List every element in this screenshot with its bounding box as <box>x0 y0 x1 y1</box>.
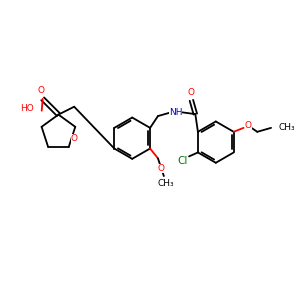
Text: O: O <box>245 122 252 130</box>
Text: NH: NH <box>169 108 182 117</box>
Text: HO: HO <box>20 104 34 113</box>
Text: O: O <box>158 164 164 173</box>
Text: O: O <box>37 86 44 95</box>
Text: CH₃: CH₃ <box>279 123 296 132</box>
Text: Cl: Cl <box>177 156 188 166</box>
Text: O: O <box>70 134 77 143</box>
Text: CH₃: CH₃ <box>158 179 174 188</box>
Text: O: O <box>188 88 195 97</box>
